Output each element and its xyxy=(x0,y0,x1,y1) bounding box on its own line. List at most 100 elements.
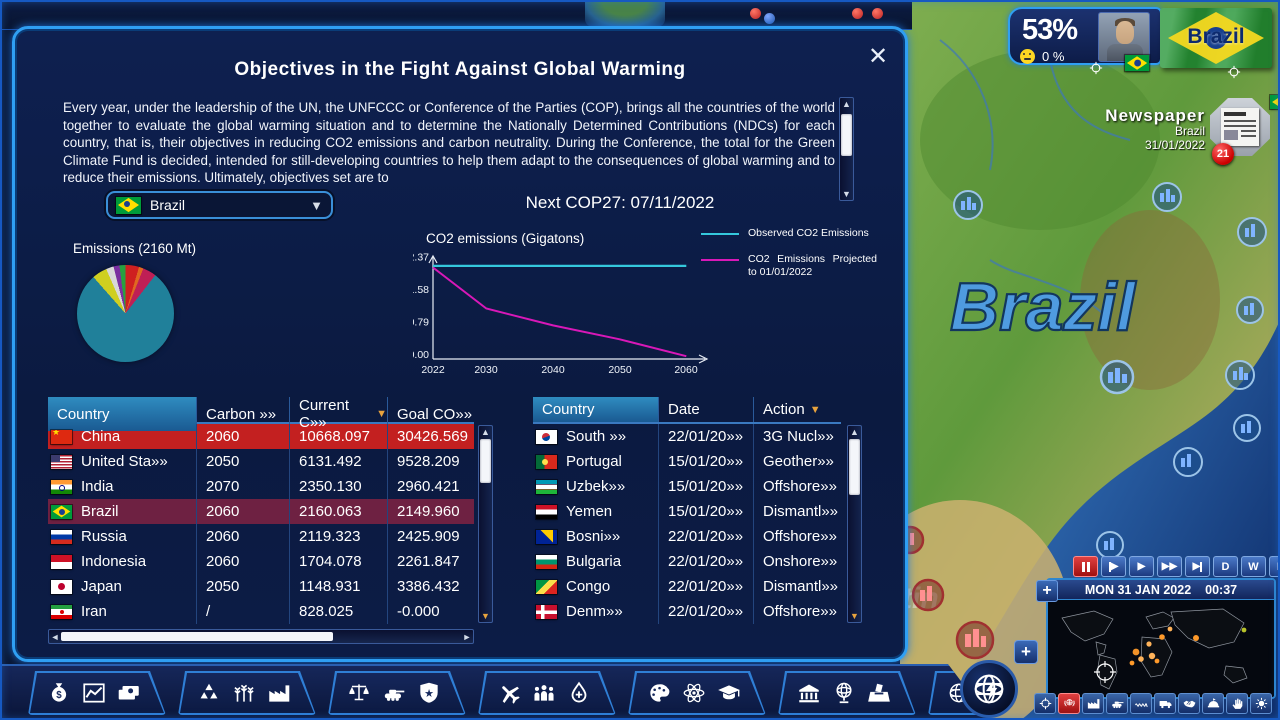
approval-panel[interactable]: 53% 0 % xyxy=(1008,7,1162,65)
table-row[interactable]: Bosni»» 22/01/20»» Offshore»» xyxy=(533,524,841,549)
emissions-table-scrollbar[interactable]: ▲ ▼ xyxy=(478,425,493,623)
money-bag-icon[interactable] xyxy=(46,680,72,706)
newspaper-title[interactable]: Newspaper xyxy=(1105,106,1205,125)
col-goal[interactable]: Goal CO»» xyxy=(387,397,474,431)
scales-icon[interactable] xyxy=(346,680,372,706)
emissions-table-hscrollbar[interactable]: ◄ ► xyxy=(48,629,474,644)
banknotes-icon[interactable] xyxy=(116,680,142,706)
economy-menu[interactable] xyxy=(30,673,164,713)
col-carbon[interactable]: Carbon »» xyxy=(196,397,289,431)
col-date[interactable]: Date xyxy=(658,397,753,422)
scroll-down-icon[interactable]: ▼ xyxy=(850,611,859,621)
table-row[interactable]: Portugal 15/01/20»» Geother»» xyxy=(533,449,841,474)
recycle-icon[interactable] xyxy=(196,680,222,706)
crisis-globe-button[interactable] xyxy=(960,660,1018,718)
scroll-up-icon[interactable]: ▲ xyxy=(850,427,859,437)
scroll-down-icon[interactable]: ▼ xyxy=(481,611,490,621)
population-icon[interactable] xyxy=(531,680,557,706)
atom-icon[interactable] xyxy=(681,680,707,706)
event-dot-icon[interactable] xyxy=(750,8,761,19)
table-row[interactable]: United Sta»» 2050 6131.492 9528.209 xyxy=(48,449,474,474)
justice-defense-menu[interactable] xyxy=(330,673,464,713)
table-row[interactable]: Brazil 2060 2160.063 2149.960 xyxy=(48,499,474,524)
transport-health-menu[interactable] xyxy=(480,673,614,713)
table-row[interactable]: India 2070 2350.130 2960.421 xyxy=(48,474,474,499)
police-shield-icon[interactable] xyxy=(416,680,442,706)
speed-week-button[interactable]: W xyxy=(1241,556,1266,577)
graduation-cap-icon[interactable] xyxy=(716,680,742,706)
table-row[interactable]: Bulgaria 22/01/20»» Onshore»» xyxy=(533,549,841,574)
health-drop-icon[interactable] xyxy=(566,680,592,706)
table-row[interactable]: Uzbek»» 15/01/20»» Offshore»» xyxy=(533,474,841,499)
table-row[interactable]: South »» 22/01/20»» 3G Nucl»» xyxy=(533,424,841,449)
factory-mode-button[interactable] xyxy=(1082,693,1104,714)
player-country-flag[interactable]: Brazil xyxy=(1160,8,1272,68)
table-row[interactable]: Congo 22/01/20»» Dismantl»» xyxy=(533,574,841,599)
table-row[interactable]: Iran / 828.025 -0.000 xyxy=(48,599,474,624)
wheat-icon[interactable] xyxy=(231,680,257,706)
play-button[interactable]: ▶ xyxy=(1129,556,1154,577)
hscroll-thumb[interactable] xyxy=(61,632,333,641)
country-dropdown[interactable]: Brazil ▼ xyxy=(106,191,333,219)
scroll-up-icon[interactable]: ▲ xyxy=(481,427,490,437)
table-row[interactable]: Japan 2050 1148.931 3386.432 xyxy=(48,574,474,599)
scroll-thumb[interactable] xyxy=(849,439,860,495)
institutions-menu[interactable] xyxy=(780,673,914,713)
globe-icon[interactable] xyxy=(831,680,857,706)
event-dot-icon[interactable] xyxy=(852,8,863,19)
col-current[interactable]: Current C»» ▼ xyxy=(289,397,387,431)
col-country[interactable]: Country xyxy=(48,397,196,431)
scroll-up-icon[interactable]: ▲ xyxy=(842,99,851,109)
intro-scroll-thumb[interactable] xyxy=(841,114,852,156)
col-action[interactable]: Action ▼ xyxy=(753,397,841,422)
speed-day-button[interactable]: D xyxy=(1213,556,1238,577)
speed-month-button[interactable]: M xyxy=(1269,556,1280,577)
toolbar-expand-button[interactable]: + xyxy=(1014,640,1038,664)
environment-menu[interactable] xyxy=(180,673,314,713)
pause-button[interactable] xyxy=(1073,556,1098,577)
crosshair-icon[interactable] xyxy=(1226,64,1242,80)
scroll-right-icon[interactable]: ► xyxy=(462,631,472,642)
table-row[interactable]: Denm»» 22/01/20»» Offshore»» xyxy=(533,599,841,624)
seismic-mode-button[interactable] xyxy=(1130,693,1152,714)
factory-icon[interactable] xyxy=(266,680,292,706)
skip-button[interactable]: ▶ xyxy=(1185,556,1210,577)
un-mode-button[interactable] xyxy=(1058,693,1080,714)
table-row[interactable]: Indonesia 2060 1704.078 2261.847 xyxy=(48,549,474,574)
col-country[interactable]: Country xyxy=(533,397,658,422)
palette-icon[interactable] xyxy=(646,680,672,706)
transport-mode-button[interactable] xyxy=(1154,693,1176,714)
target-mode-button[interactable] xyxy=(1034,693,1056,714)
scroll-thumb[interactable] xyxy=(480,439,491,483)
scroll-down-icon[interactable]: ▼ xyxy=(842,189,851,199)
airplane-icon[interactable] xyxy=(496,680,522,706)
culture-science-menu[interactable] xyxy=(630,673,764,713)
table-row[interactable]: China 2060 10668.097 30426.569 xyxy=(48,424,474,449)
actions-table-scrollbar[interactable]: ▲ ▼ xyxy=(847,425,862,623)
crosshair-icon[interactable] xyxy=(1088,60,1104,76)
table-row[interactable]: Russia 2060 2119.323 2425.909 xyxy=(48,524,474,549)
event-dot-icon[interactable] xyxy=(872,8,883,19)
health-mode-button[interactable] xyxy=(1250,693,1272,714)
scroll-left-icon[interactable]: ◄ xyxy=(50,631,60,642)
minimap-world[interactable] xyxy=(1048,600,1274,697)
social-mode-button[interactable] xyxy=(1226,693,1248,714)
minimap-panel[interactable]: MON 31 JAN 2022 00:37 xyxy=(1046,578,1276,699)
flag-iran-icon xyxy=(50,603,73,620)
close-icon[interactable]: ✕ xyxy=(867,43,889,70)
ballot-box-icon[interactable] xyxy=(866,680,892,706)
event-dot-icon[interactable] xyxy=(764,13,775,24)
military-mode-button[interactable] xyxy=(1106,693,1128,714)
intro-scrollbar[interactable]: ▲ ▼ xyxy=(839,97,854,201)
tank-icon[interactable] xyxy=(381,680,407,706)
chevron-down-icon[interactable]: ▼ xyxy=(310,197,323,213)
line-chart-icon[interactable] xyxy=(81,680,107,706)
bank-icon[interactable] xyxy=(796,680,822,706)
diplomacy-mode-button[interactable] xyxy=(1178,693,1200,714)
step-button[interactable]: ▶ xyxy=(1101,556,1126,577)
fast-forward-button[interactable]: ▶▶ xyxy=(1157,556,1182,577)
minimap-expand-button[interactable]: + xyxy=(1036,580,1058,602)
table-row[interactable]: Yemen 15/01/20»» Dismantl»» xyxy=(533,499,841,524)
radar-mode-button[interactable] xyxy=(1202,693,1224,714)
leader-portrait[interactable] xyxy=(1098,12,1150,62)
